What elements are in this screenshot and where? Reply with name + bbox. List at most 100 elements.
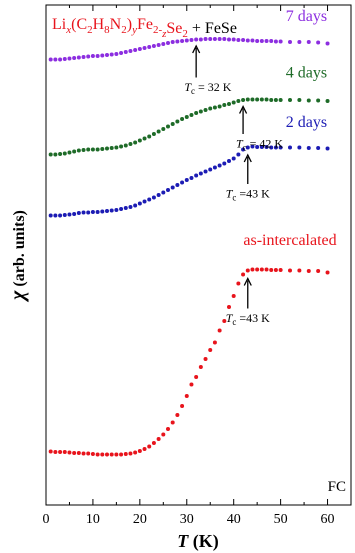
chart-title: Lix(C2H8N2)yFe2-zSe2 + FeSe	[52, 16, 237, 40]
data-point	[189, 176, 194, 180]
data-point	[123, 206, 128, 210]
title-part-6: N	[110, 16, 122, 33]
data-point	[161, 190, 166, 195]
data-point	[325, 41, 330, 46]
data-point	[316, 40, 321, 45]
title-suffix: + FeSe	[188, 20, 237, 37]
data-point	[100, 209, 105, 214]
data-point	[48, 152, 53, 157]
tc-arrow-head	[192, 44, 201, 54]
data-point	[198, 365, 203, 369]
data-point	[255, 145, 260, 149]
data-point	[203, 357, 208, 361]
series-as-intercalated	[48, 267, 330, 457]
data-point	[250, 38, 255, 43]
title-part-0: Li	[52, 16, 67, 33]
data-point	[67, 450, 72, 455]
data-point	[180, 39, 185, 43]
data-point	[151, 132, 156, 136]
data-point	[259, 39, 264, 43]
data-point	[95, 147, 100, 152]
data-point	[184, 38, 189, 43]
data-point	[95, 210, 100, 214]
data-point	[212, 165, 217, 170]
data-point	[86, 54, 91, 59]
data-point	[58, 213, 63, 218]
data-point	[222, 37, 227, 41]
data-point	[62, 57, 67, 61]
data-point	[137, 47, 142, 51]
data-point	[259, 145, 264, 149]
data-point	[100, 147, 105, 151]
data-point	[316, 98, 321, 103]
data-point	[128, 205, 133, 209]
data-point	[241, 38, 246, 42]
data-point	[255, 97, 260, 102]
data-point	[241, 272, 246, 277]
data-point	[119, 207, 124, 211]
data-point	[273, 268, 278, 272]
data-point	[156, 43, 161, 47]
data-point	[156, 129, 161, 134]
data-point	[90, 147, 95, 152]
data-point	[269, 98, 274, 102]
data-point	[76, 55, 81, 60]
data-point	[212, 340, 217, 345]
tc-arrow-head	[238, 105, 248, 114]
data-point	[170, 40, 175, 44]
data-point	[119, 144, 124, 149]
title-part-3: 2	[87, 24, 93, 36]
data-point	[297, 98, 302, 102]
data-point	[170, 185, 175, 190]
data-point	[231, 100, 236, 105]
data-point	[48, 213, 53, 218]
data-point	[208, 348, 213, 352]
data-point	[137, 138, 142, 143]
data-point	[119, 51, 124, 55]
data-point	[53, 152, 58, 157]
data-point	[203, 108, 208, 112]
title-part-4: H	[93, 16, 105, 33]
data-point	[297, 145, 302, 150]
x-tick-label: 40	[227, 512, 241, 527]
data-point	[198, 109, 203, 114]
data-point	[48, 57, 53, 62]
data-point	[170, 122, 175, 126]
data-point	[278, 39, 283, 44]
x-tick-label: 20	[133, 512, 147, 527]
data-point	[81, 55, 86, 59]
data-point	[306, 98, 311, 103]
data-point	[58, 57, 63, 62]
data-point	[166, 124, 170, 129]
data-point	[67, 212, 72, 217]
title-part-13: Se	[166, 20, 182, 37]
data-point	[189, 38, 194, 42]
data-point	[175, 413, 180, 417]
x-axis-label: T (K)	[177, 531, 219, 552]
data-point	[259, 267, 264, 272]
data-point	[156, 193, 161, 197]
data-point	[86, 451, 91, 456]
data-point	[62, 213, 67, 217]
data-point	[288, 268, 292, 273]
series-label: as-intercalated	[243, 232, 336, 249]
data-point	[105, 452, 109, 457]
data-point	[114, 52, 119, 56]
data-point	[105, 209, 109, 213]
data-point	[306, 40, 311, 44]
data-point	[53, 213, 58, 218]
tc-label: Tc =43 K	[226, 311, 270, 327]
data-point	[90, 210, 95, 214]
data-point	[203, 37, 208, 41]
data-point	[123, 50, 128, 54]
data-point	[184, 115, 189, 119]
series-label: 2 days	[286, 114, 327, 131]
x-tick-label: 10	[86, 512, 100, 527]
data-point	[109, 52, 114, 57]
data-point	[236, 152, 241, 157]
data-point	[100, 53, 105, 58]
data-point	[264, 267, 269, 272]
x-ticks: 0 10 20 30 40 50 60	[43, 5, 352, 527]
data-point	[72, 451, 77, 455]
